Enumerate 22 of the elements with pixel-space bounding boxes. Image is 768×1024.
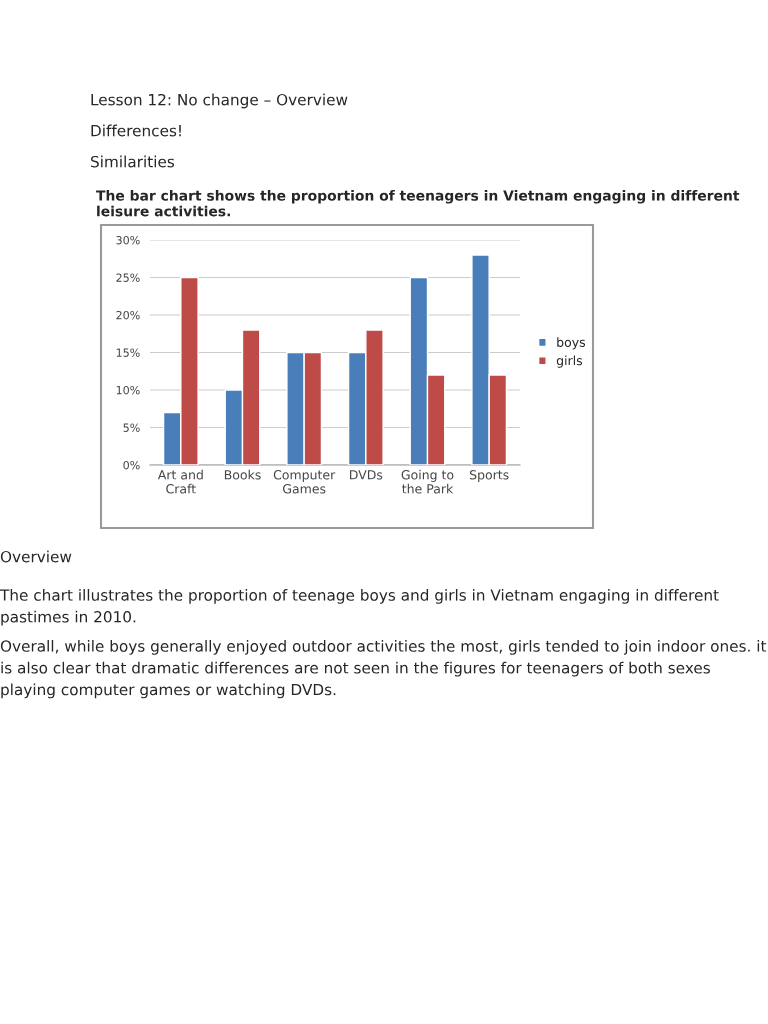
x-tick-label: DVDs [350, 470, 383, 480]
x-tick-label: Books [224, 469, 261, 480]
text: Overview [0, 550, 72, 563]
y-tick-label: 15% [116, 348, 140, 357]
y-tick-label: 20% [116, 310, 140, 320]
text: Similarities [91, 155, 175, 168]
text: Differences! [91, 124, 181, 137]
x-tick-label: Computer Games [273, 470, 336, 494]
y-tick-label: 5% [123, 423, 140, 432]
text: Lesson 12: No change – Overview [91, 93, 348, 109]
text: Overall, while boys generally enjoyed outdoor activities the most, girls tended to join indoor ones. it is also clear that dramatic differences are not seen in the figures for teenagers of both sexes playing computer games or watching DVDs. [0, 640, 767, 699]
y-tick-label: 0% [123, 460, 140, 470]
chart-title: The bar chart shows the proportion of teenagers in Vietnam engaging in different leisure activities. [96, 190, 740, 217]
text: The chart illustrates the proportion of teenage boys and girls in Vietnam engaging in different pastimes in 2010. [0, 589, 719, 626]
x-tick-label: Going to the Park [401, 469, 454, 494]
y-tick-label: 25% [116, 273, 140, 282]
y-tick-label: 10% [116, 385, 140, 395]
x-tick-label: Art and Craft [157, 469, 203, 494]
legend-label: boys [557, 337, 586, 350]
legend-label: girls [556, 355, 583, 368]
y-tick-label: 30% [116, 235, 140, 245]
x-tick-label: Sports [469, 470, 509, 482]
